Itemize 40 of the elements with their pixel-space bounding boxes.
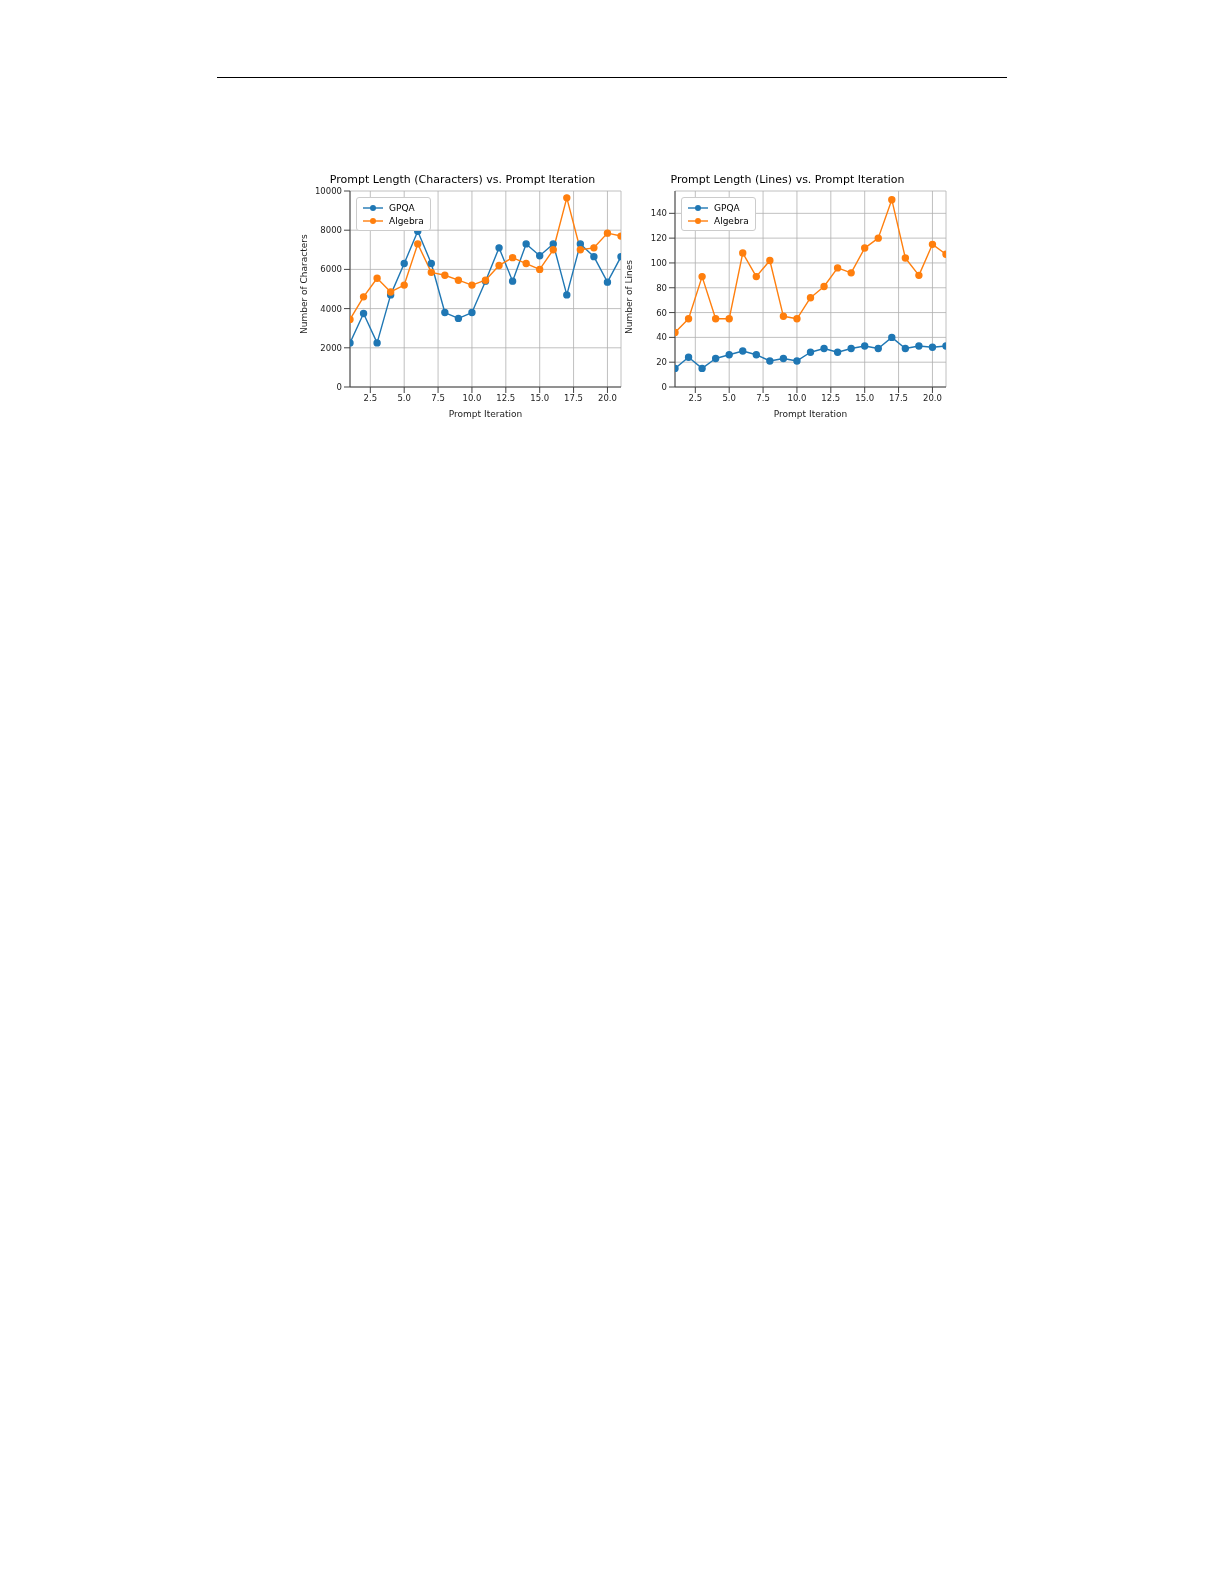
x-tick-label: 15.0 bbox=[855, 393, 875, 404]
x-tick-label: 15.0 bbox=[530, 393, 550, 404]
x-tick-label: 5.0 bbox=[397, 393, 411, 404]
y-tick-label: 2000 bbox=[320, 342, 342, 353]
y-tick-label: 100 bbox=[650, 257, 667, 268]
x-tick-label: 7.5 bbox=[431, 393, 445, 404]
x-tick-label: 2.5 bbox=[688, 393, 703, 404]
y-axis-title: Number of Lines bbox=[624, 259, 635, 334]
legend-label: Algebra bbox=[714, 215, 749, 226]
x-tick-label: 20.0 bbox=[597, 393, 617, 404]
y-tick-label: 140 bbox=[650, 208, 667, 219]
legend-label: Algebra bbox=[389, 215, 424, 226]
y-tick-label: 60 bbox=[656, 307, 667, 318]
x-tick-label: 12.5 bbox=[821, 393, 841, 404]
y-tick-label: 40 bbox=[656, 332, 667, 343]
x-tick-label: 10.0 bbox=[462, 393, 482, 404]
x-tick-label: 10.0 bbox=[787, 393, 807, 404]
y-tick-label: 0 bbox=[661, 382, 667, 393]
y-tick-label: 10000 bbox=[314, 186, 342, 197]
legend-label: GPQA bbox=[389, 202, 415, 213]
chart-title: Prompt Length (Lines) vs. Prompt Iteration bbox=[669, 173, 906, 187]
y-tick-label: 8000 bbox=[320, 225, 342, 236]
x-tick-label: 12.5 bbox=[496, 393, 516, 404]
y-tick-label: 6000 bbox=[320, 264, 342, 275]
x-axis-title: Prompt Iteration bbox=[448, 409, 523, 419]
chart-title: Prompt Length (Characters) vs. Prompt Iteration bbox=[328, 173, 597, 187]
x-tick-label: 5.0 bbox=[722, 393, 736, 404]
y-tick-label: 4000 bbox=[320, 303, 342, 314]
x-tick-label: 20.0 bbox=[922, 393, 942, 404]
y-tick-label: 120 bbox=[650, 233, 667, 244]
y-axis-title: Number of Characters bbox=[299, 234, 310, 334]
x-tick-label: 17.5 bbox=[564, 393, 584, 404]
x-tick-label: 17.5 bbox=[889, 393, 909, 404]
x-axis-title: Prompt Iteration bbox=[773, 409, 848, 419]
y-tick-label: 80 bbox=[656, 282, 667, 293]
legend-label: GPQA bbox=[714, 202, 740, 213]
x-tick-label: 2.5 bbox=[363, 393, 378, 404]
y-tick-label: 20 bbox=[656, 357, 667, 368]
x-tick-label: 7.5 bbox=[756, 393, 770, 404]
y-tick-label: 0 bbox=[336, 382, 342, 393]
